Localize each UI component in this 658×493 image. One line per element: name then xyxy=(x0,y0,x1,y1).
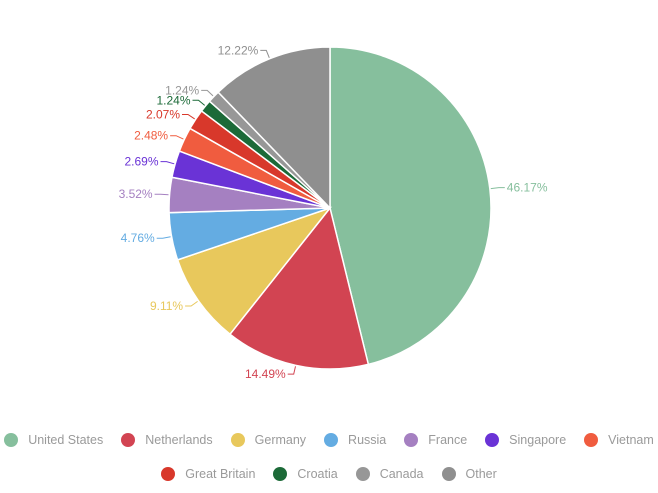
data-label-germany: 9.11% xyxy=(150,299,183,313)
leader-line-vietnam xyxy=(170,135,184,140)
legend-item-other[interactable]: Other xyxy=(441,467,497,481)
legend-label: Canada xyxy=(379,467,424,481)
slice-labels: 46.17% 14.49% 9.11% 4.76% 3.52% 2.69% 2.48% 2.0… xyxy=(119,43,548,381)
legend-label: Netherlands xyxy=(145,433,213,447)
legend-item-singapore[interactable]: Singapore xyxy=(485,433,566,447)
pie-slices xyxy=(168,46,492,370)
data-label-other: 12.22% xyxy=(218,43,259,57)
legend-item-france[interactable]: France xyxy=(404,433,467,447)
leader-line-croatia xyxy=(192,99,206,106)
data-label-netherlands: 14.49% xyxy=(245,367,286,381)
legend-item-vietnam[interactable]: Vietnam xyxy=(584,433,654,447)
leader-line-great-britain xyxy=(182,114,195,120)
legend-swatch-germany xyxy=(230,433,245,447)
legend-swatch-croatia xyxy=(273,467,288,481)
legend-label: Other xyxy=(465,467,497,481)
data-label-united-states: 46.17% xyxy=(507,181,548,195)
leader-line-germany xyxy=(185,300,198,307)
data-label-singapore: 2.69% xyxy=(124,155,158,169)
legend-label: Vietnam xyxy=(608,433,654,447)
data-label-russia: 4.76% xyxy=(121,231,155,245)
legend-label: Germany xyxy=(254,433,307,447)
legend-swatch-france xyxy=(404,433,419,447)
legend-label: Russia xyxy=(348,433,387,447)
legend-swatch-vietnam xyxy=(584,433,599,447)
leader-line-russia xyxy=(156,236,171,239)
legend-swatch-other xyxy=(441,467,456,481)
legend-swatch-netherlands xyxy=(121,433,136,447)
leader-line-singapore xyxy=(160,161,175,165)
legend-label: Singapore xyxy=(509,433,567,447)
data-label-great-britain: 2.07% xyxy=(146,108,180,122)
legend-item-croatia[interactable]: Croatia xyxy=(273,467,338,481)
legend-row-1: United States Netherlands Germany Russia Fra… xyxy=(0,433,658,447)
legend-item-united-states[interactable]: United States xyxy=(4,433,103,447)
legend-item-canada[interactable]: Canada xyxy=(355,467,424,481)
legend-row-2: Great Britain Croatia Canada Other xyxy=(0,467,658,481)
legend-swatch-singapore xyxy=(485,433,500,447)
data-label-france: 3.52% xyxy=(119,187,153,201)
pie-slice-other xyxy=(217,46,331,210)
legend-label: Great Britain xyxy=(185,467,256,481)
legend-label: Croatia xyxy=(297,467,338,481)
legend-label: United States xyxy=(28,433,104,447)
data-label-vietnam: 2.48% xyxy=(134,129,168,143)
data-label-canada: 1.24% xyxy=(165,83,199,97)
pie-slice-germany xyxy=(176,206,333,336)
pie-slice-netherlands xyxy=(228,206,370,370)
leader-line-other xyxy=(260,49,270,58)
legend-swatch-united-states xyxy=(4,433,19,447)
legend-item-russia[interactable]: Russia xyxy=(324,433,386,447)
data-label-croatia: 1.24% xyxy=(156,93,190,107)
leader-line-france xyxy=(154,193,169,196)
leader-line-canada xyxy=(201,89,214,97)
legend-item-germany[interactable]: Germany xyxy=(230,433,307,447)
legend-label: France xyxy=(428,433,468,447)
legend-swatch-russia xyxy=(324,433,339,447)
legend-swatch-great-britain xyxy=(161,467,176,481)
leader-line-netherlands xyxy=(287,366,296,375)
pie-slice-united-states xyxy=(329,46,492,366)
legend-item-netherlands[interactable]: Netherlands xyxy=(121,433,213,447)
legend-swatch-canada xyxy=(355,467,370,481)
legend-item-great-britain[interactable]: Great Britain xyxy=(161,467,255,481)
leader-line-united-states xyxy=(490,187,505,190)
